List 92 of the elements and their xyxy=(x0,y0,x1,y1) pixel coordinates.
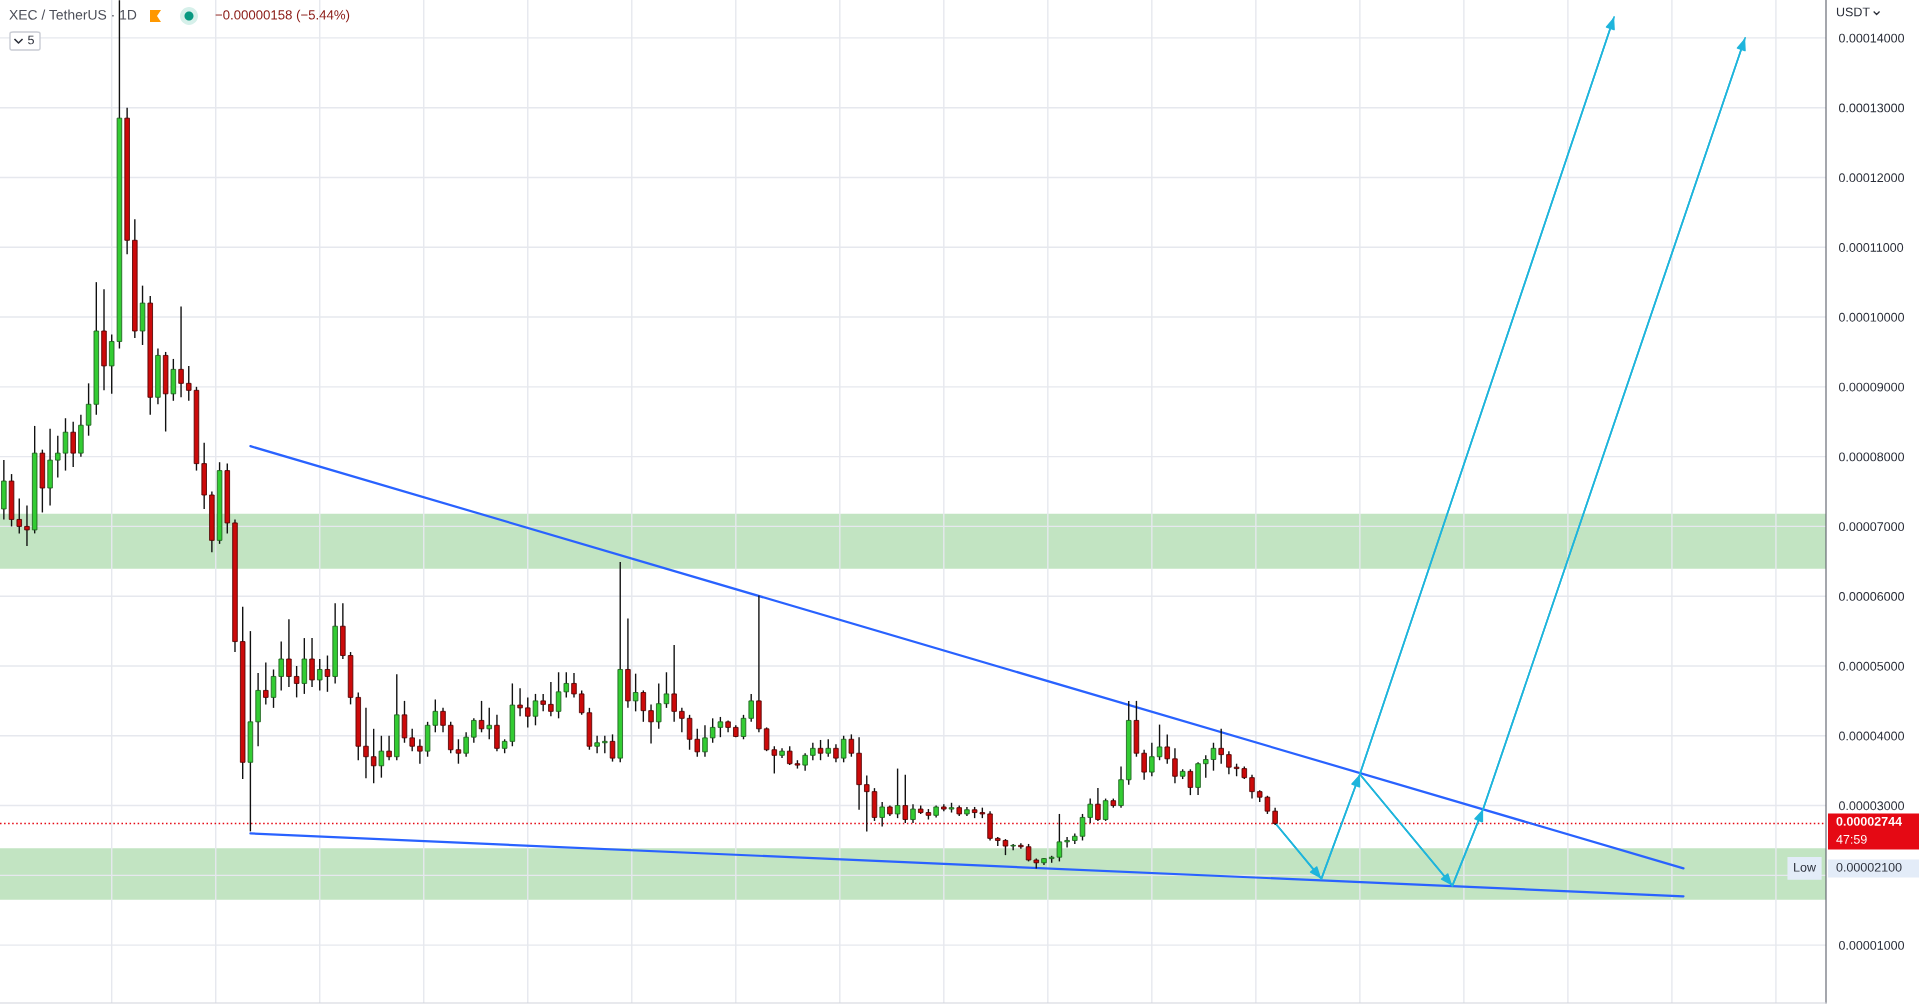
y-tick-label: 0.00011000 xyxy=(1838,243,1904,252)
y-tick-label: 0.00005000 xyxy=(1838,661,1905,671)
annotation: 5 xyxy=(28,35,34,45)
candlestick xyxy=(817,739,824,761)
candlestick xyxy=(370,728,377,784)
candlestick xyxy=(864,774,870,833)
candlestick xyxy=(848,733,855,758)
candlestick xyxy=(1087,797,1093,824)
candlestick xyxy=(70,421,76,468)
candlestick xyxy=(186,365,192,402)
candlestick xyxy=(1141,749,1147,781)
candlestick xyxy=(417,738,423,765)
candlestick xyxy=(594,735,600,754)
candlestick xyxy=(1210,742,1217,772)
y-tick-label: 0.00007000 xyxy=(1838,522,1905,532)
y-tick-label: 0.00010000 xyxy=(1838,312,1905,322)
candlestick xyxy=(532,693,539,727)
candlestick xyxy=(525,696,531,729)
candlestick xyxy=(894,767,901,819)
ref-line-label: 0.00002744 xyxy=(1836,816,1902,826)
candlestick xyxy=(902,774,909,824)
candlestick xyxy=(1102,797,1109,822)
candlestick xyxy=(471,717,477,744)
candlestick xyxy=(62,417,69,472)
candlestick xyxy=(324,654,331,693)
text: −0.00000158 (−5.44%) xyxy=(215,9,350,23)
candlestick xyxy=(640,689,647,723)
candlestick xyxy=(55,434,61,479)
candlestick xyxy=(1079,813,1086,842)
candlestick xyxy=(494,714,500,752)
candlestick xyxy=(293,665,300,699)
candlestick xyxy=(840,735,847,763)
candlestick xyxy=(378,735,385,779)
candlestick xyxy=(702,724,708,758)
candlestick xyxy=(1203,754,1209,779)
candlestick xyxy=(317,658,323,692)
candlestick xyxy=(24,504,30,547)
candlestick xyxy=(278,640,284,692)
y-tick-label: 0.00014000 xyxy=(1838,33,1905,43)
y-tick-label: 0.00009000 xyxy=(1838,382,1905,392)
y-tick-label: 0.00008000 xyxy=(1838,452,1905,462)
candlestick xyxy=(386,735,392,761)
candlestick xyxy=(178,305,184,399)
candlestick xyxy=(363,707,369,780)
candlestick xyxy=(1195,761,1201,796)
candlestick xyxy=(440,707,446,733)
candlestick xyxy=(1095,787,1101,822)
candlestick xyxy=(632,672,639,713)
text: XEC / TetherUS · 1D xyxy=(9,9,137,20)
candlestick xyxy=(571,672,577,699)
candlestick xyxy=(517,687,523,717)
candlestick xyxy=(910,803,916,824)
y-tick-label: 0.00003000 xyxy=(1838,801,1905,811)
y-axis-title: USDT xyxy=(1836,7,1870,17)
candlestick xyxy=(1064,836,1070,849)
candlestick xyxy=(1187,768,1194,796)
candlestick xyxy=(879,801,885,828)
candlestick xyxy=(609,733,616,763)
y-tick-label: 0.00004000 xyxy=(1838,731,1905,741)
candlestick xyxy=(602,735,608,754)
candlestick xyxy=(309,637,315,688)
candlestick xyxy=(1156,723,1163,761)
candlestick xyxy=(548,681,554,717)
candlestick xyxy=(409,728,415,752)
candlestick xyxy=(401,700,408,744)
candlestick xyxy=(486,707,492,740)
candlestick xyxy=(286,618,292,688)
text: 0.00002100 xyxy=(1836,862,1902,872)
candlestick xyxy=(740,714,747,740)
candlestick xyxy=(478,700,485,733)
candlestick xyxy=(748,693,754,723)
y-tick-label: 0.00013000 xyxy=(1838,103,1905,113)
candlestick xyxy=(1164,733,1170,765)
candlestick xyxy=(270,668,277,709)
candlestick xyxy=(648,703,654,745)
candlestick xyxy=(263,661,269,706)
candlestick xyxy=(1249,774,1255,800)
y-tick-label: 0.00001000 xyxy=(1838,940,1905,950)
candlestick xyxy=(671,644,677,723)
candlestick xyxy=(540,693,546,713)
y-tick-label: 0.00006000 xyxy=(1838,592,1905,601)
candlestick xyxy=(463,731,469,758)
candlestick xyxy=(1218,728,1224,765)
candlestick xyxy=(1172,747,1178,784)
candlestick xyxy=(1149,742,1155,777)
candlestick xyxy=(1018,842,1024,850)
candlestick xyxy=(833,743,839,763)
candlestick xyxy=(1226,750,1232,775)
text: 47:59 xyxy=(1836,834,1867,844)
candlestick xyxy=(679,707,685,733)
annotation: Low xyxy=(1794,863,1817,872)
y-tick-label: 0.00012000 xyxy=(1838,173,1905,183)
